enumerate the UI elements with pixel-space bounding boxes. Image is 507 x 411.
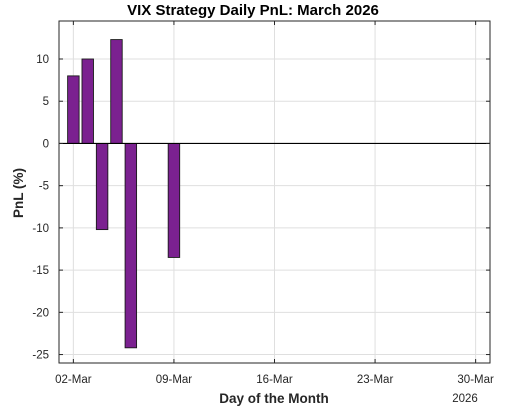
bar bbox=[167, 142, 181, 258]
bar bbox=[124, 142, 138, 349]
bar bbox=[67, 75, 80, 144]
y-tick-label: 5 bbox=[43, 96, 49, 108]
y-tick-label: -15 bbox=[32, 265, 49, 277]
y-tick-label: -25 bbox=[32, 350, 49, 362]
x-axis-label: Day of the Month bbox=[219, 391, 329, 406]
y-axis-label: PnL (%) bbox=[11, 168, 26, 218]
y-tick-label: -5 bbox=[39, 181, 49, 193]
y-tick-label: -20 bbox=[32, 307, 49, 319]
x-tick-label: 23-Mar bbox=[357, 374, 394, 386]
x-axis-year-label: 2026 bbox=[452, 393, 478, 405]
x-tick-label: 30-Mar bbox=[457, 374, 494, 386]
bar bbox=[81, 58, 94, 144]
bar bbox=[95, 142, 109, 231]
y-tick-label: -10 bbox=[32, 223, 49, 235]
x-axis-ticks: 02-Mar 09-Mar 16-Mar 23-Mar 30-Mar bbox=[55, 21, 494, 386]
bar bbox=[110, 39, 123, 144]
y-tick-label: 10 bbox=[36, 54, 49, 66]
y-axis-ticks: -25 -20 -15 -10 -5 0 5 10 bbox=[32, 54, 490, 362]
y-tick-label: 0 bbox=[43, 138, 49, 150]
x-tick-label: 09-Mar bbox=[156, 374, 193, 386]
x-tick-label: 16-Mar bbox=[256, 374, 293, 386]
chart-title: VIX Strategy Daily PnL: March 2026 bbox=[127, 2, 379, 19]
x-tick-label: 02-Mar bbox=[55, 374, 92, 386]
